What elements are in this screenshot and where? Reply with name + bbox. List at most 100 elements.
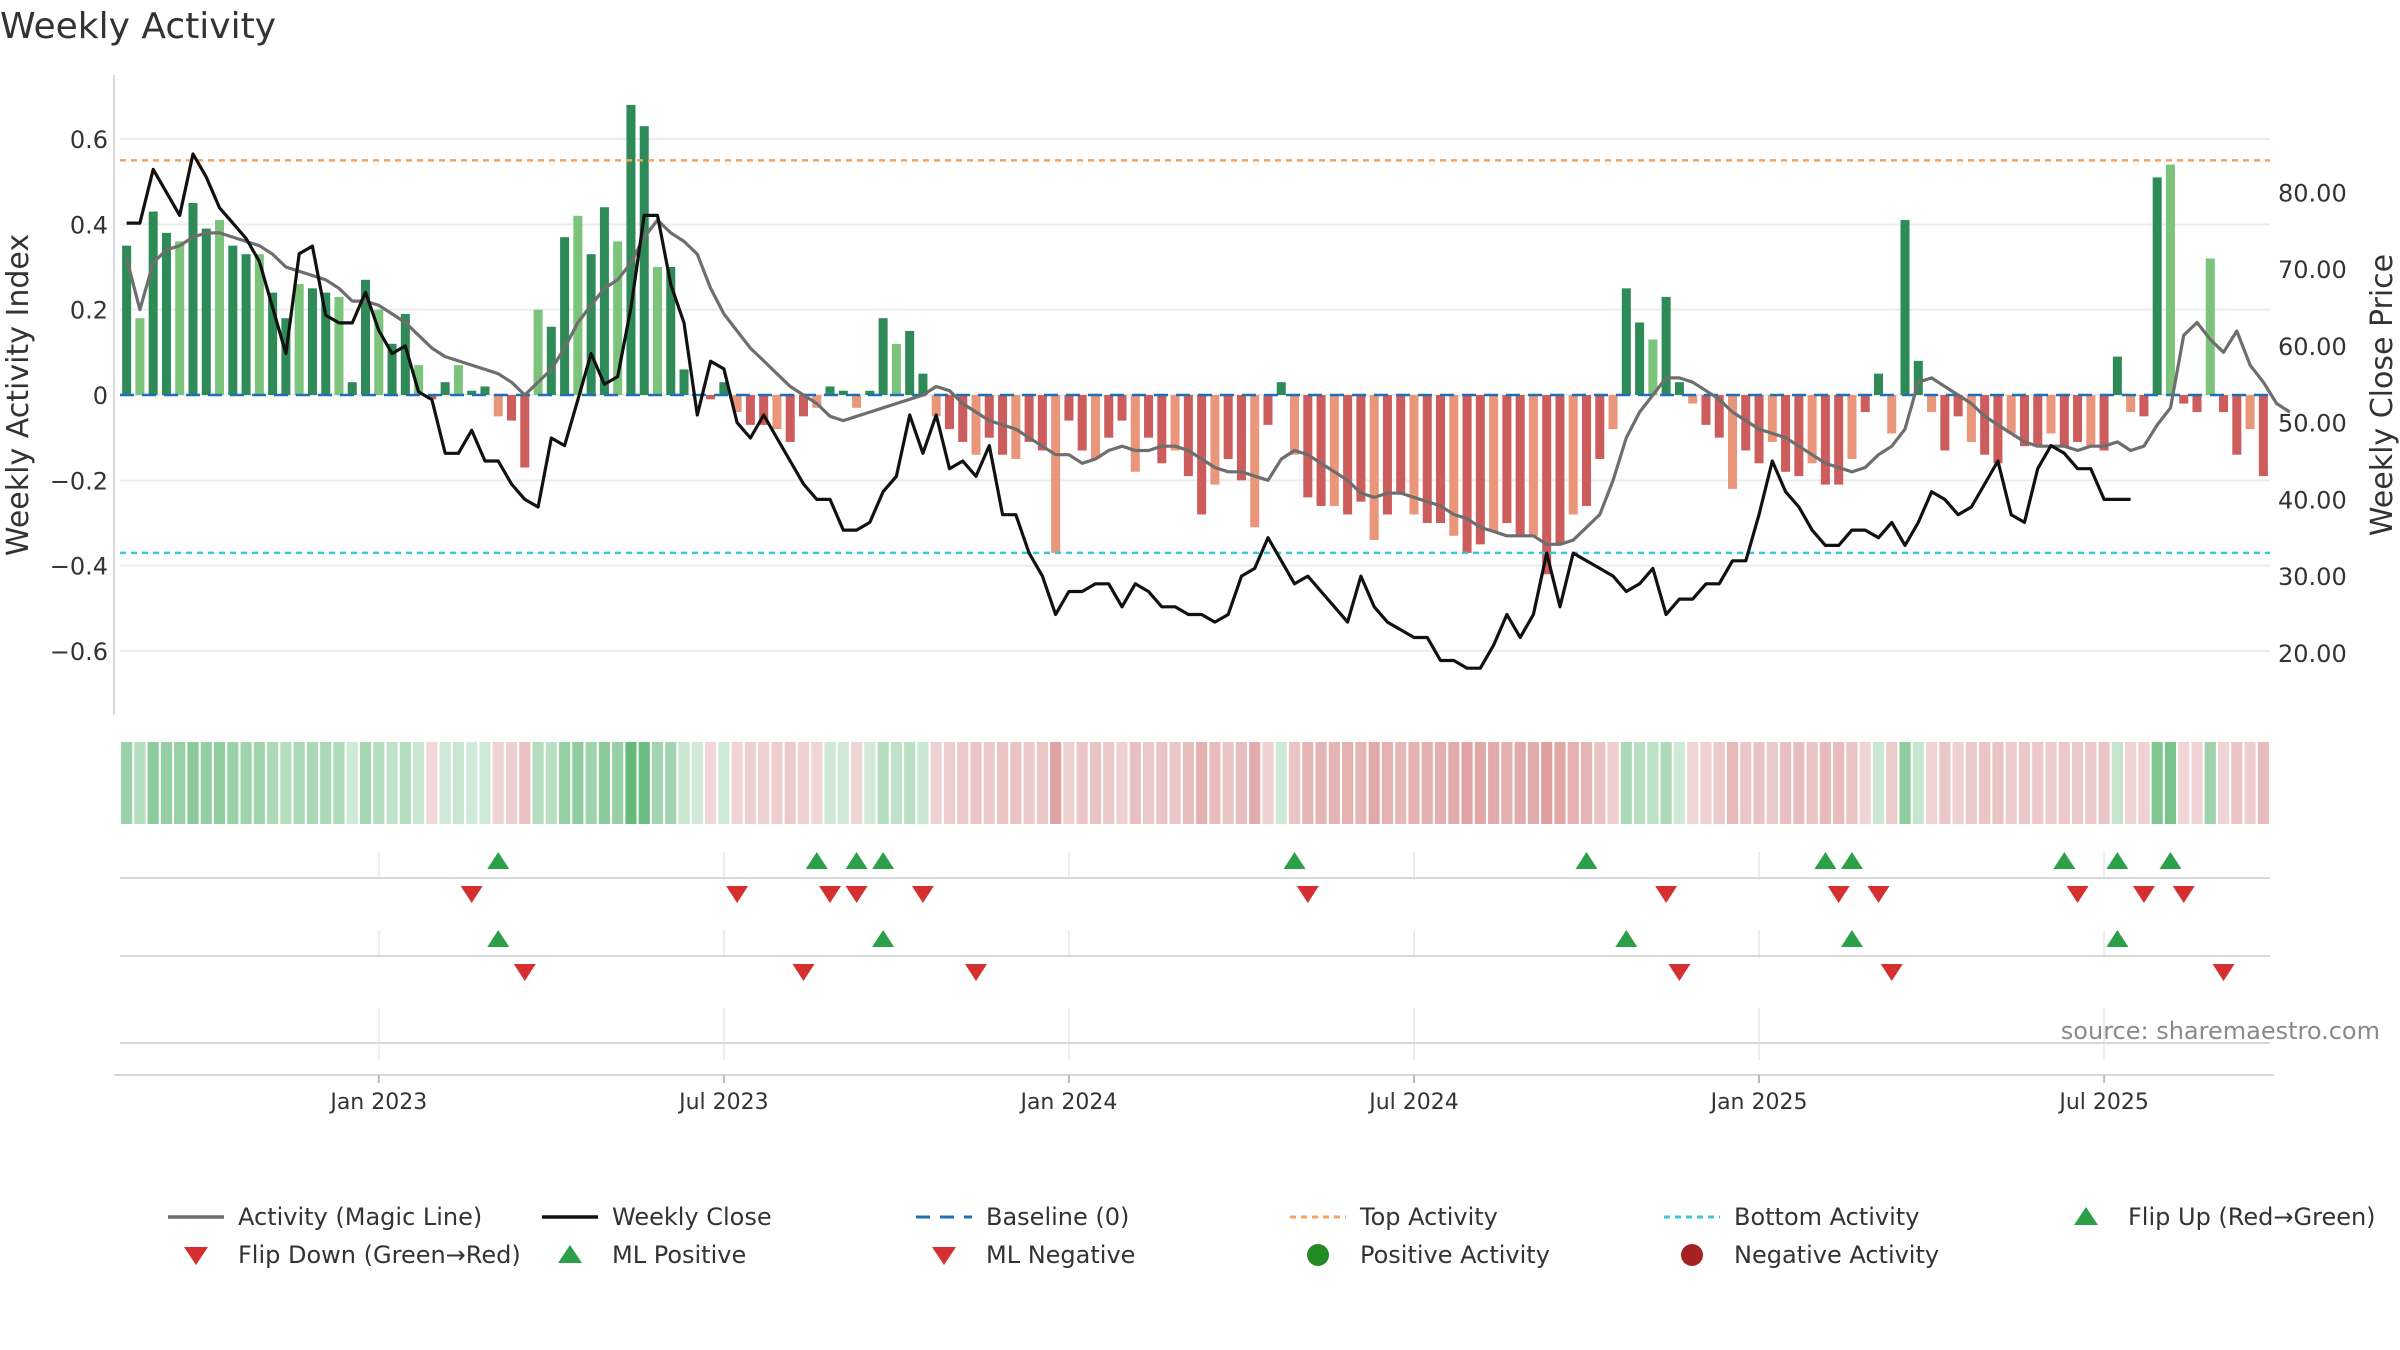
ml-negative-marker [792, 964, 815, 981]
heat-cell [2005, 742, 2017, 824]
activity-bar [1648, 339, 1658, 395]
heat-cell [492, 742, 504, 824]
y-tick-label: −0.6 [50, 638, 108, 666]
activity-bar [1223, 395, 1233, 459]
heat-cell [957, 742, 969, 824]
ml-positive-marker [2106, 930, 2129, 947]
legend: Activity (Magic Line) Weekly Close Baselin… [168, 1203, 2376, 1269]
activity-bar [984, 395, 994, 438]
axes: 0.6 0.4 0.2 0 −0.2 −0.4 −0.6 80.00 70.00 60.00 50.… [50, 75, 2347, 1115]
legend-item-ml-positive: ML Positive [558, 1241, 746, 1269]
heat-cell [877, 742, 889, 824]
heat-cell [1116, 742, 1128, 824]
legend-item-neg-activity: Negative Activity [1681, 1241, 1939, 1269]
ml-negative-marker [513, 964, 536, 981]
activity-bar [1117, 395, 1127, 421]
legend-label: Baseline (0) [986, 1203, 1129, 1231]
activity-bar [706, 395, 716, 400]
heat-cell [2191, 742, 2203, 824]
heat-cell [2032, 742, 2044, 824]
activity-bar [1820, 395, 1830, 485]
heat-cell [1395, 742, 1407, 824]
activity-bar [1608, 395, 1618, 430]
heat-cell [1156, 742, 1168, 824]
heat-cell [1780, 742, 1792, 824]
heat-cell [638, 742, 650, 824]
activity-bar [1051, 395, 1061, 553]
heat-cell [1222, 742, 1234, 824]
activity-bar [400, 313, 410, 395]
activity-bar [2179, 395, 2189, 404]
activity-bar [148, 211, 158, 395]
y2-tick-label: 40.00 [2278, 486, 2347, 514]
heat-cell [2071, 742, 2084, 824]
activity-bar [1940, 395, 1950, 451]
heat-cell [625, 742, 637, 824]
legend-label: Flip Down (Green→Red) [238, 1241, 521, 1269]
flip-down-marker [1827, 886, 1850, 903]
heat-cell [824, 742, 836, 824]
heat-cell [1673, 742, 1685, 824]
flip-down-marker [819, 886, 842, 903]
heat-cell [306, 742, 319, 824]
heat-cell [651, 742, 664, 824]
activity-bar [1130, 395, 1140, 472]
activity-bar [2006, 395, 2016, 434]
activity-bar [254, 254, 264, 395]
heat-cell [413, 742, 425, 824]
legend-label: Flip Up (Red→Green) [2128, 1203, 2376, 1231]
legend-swatch [1681, 1244, 1703, 1266]
heat-cell [1262, 742, 1274, 824]
heat-cell [505, 742, 518, 824]
activity-bar [533, 309, 543, 395]
activity-bar [1993, 395, 2003, 464]
activity-bar [798, 395, 808, 417]
y2-tick-label: 20.00 [2278, 640, 2347, 668]
activity-bar [215, 220, 225, 395]
heat-cell [970, 742, 982, 824]
heat-cell [1355, 742, 1367, 824]
heat-cell [1833, 742, 1845, 824]
heat-cell [2257, 742, 2269, 824]
activity-bar [732, 395, 742, 413]
heat-cell [1010, 742, 1022, 824]
heat-cell [559, 742, 571, 824]
heat-cell [386, 742, 398, 824]
heat-cell [1859, 742, 1871, 824]
flip-down-marker [2132, 886, 2155, 903]
activity-bar [307, 288, 317, 395]
heat-cell [665, 742, 677, 824]
heat-cell [612, 742, 624, 824]
activity-bar [1807, 395, 1817, 464]
ml-negative-marker [1880, 964, 1903, 981]
flip-up-marker [1283, 852, 1306, 869]
legend-item-pos-activity: Positive Activity [1307, 1241, 1550, 1269]
heat-cell [1926, 742, 1938, 824]
activity-bar [1781, 395, 1791, 472]
legend-label: Weekly Close [612, 1203, 772, 1231]
activity-bar [719, 382, 729, 395]
activity-bar [427, 395, 437, 400]
activity-bar [2232, 395, 2242, 455]
activity-bar [1263, 395, 1273, 425]
heat-cell [2204, 742, 2216, 824]
heat-cell [439, 742, 451, 824]
ml-negative-marker [965, 964, 988, 981]
heat-cell [479, 742, 491, 824]
activity-bar [1515, 395, 1525, 536]
heat-cell [731, 742, 743, 824]
legend-item-top: Top Activity [1290, 1203, 1498, 1231]
source-label: source: sharemaestro.com [2061, 1017, 2380, 1045]
legend-label: Positive Activity [1360, 1241, 1550, 1269]
activity-bar [666, 267, 676, 395]
activity-bar [347, 382, 357, 395]
y-tick-label: −0.4 [50, 553, 108, 581]
activity-bar [2245, 395, 2255, 430]
activity-bar [626, 104, 636, 395]
ml-positive-marker [1615, 930, 1638, 947]
activity-bar [1303, 395, 1313, 498]
heat-cell [2111, 742, 2123, 824]
activity-bar [1688, 395, 1698, 404]
heat-cell [1209, 742, 1221, 824]
heat-cell [519, 742, 531, 824]
